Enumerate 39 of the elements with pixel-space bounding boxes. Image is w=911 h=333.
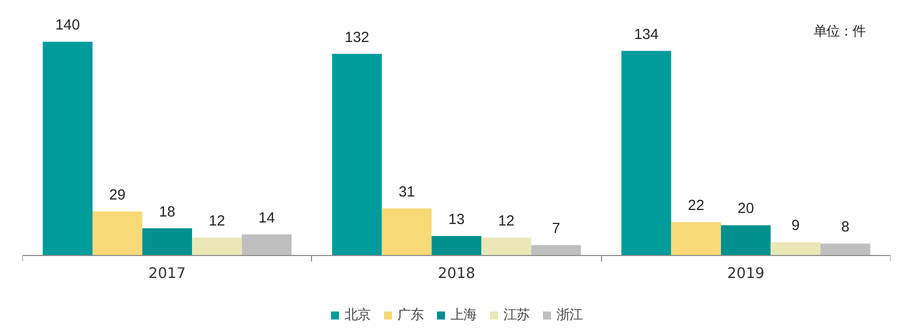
x-tick-label: 2018 — [438, 264, 476, 282]
bar — [142, 228, 192, 256]
bar — [720, 225, 771, 256]
data-label: 14 — [258, 210, 275, 226]
x-tick-label: 2017 — [148, 264, 186, 282]
bar — [192, 237, 242, 256]
bar — [820, 244, 870, 256]
data-label: 12 — [498, 213, 514, 230]
bar — [92, 211, 142, 256]
data-label: 22 — [688, 198, 704, 214]
bar — [242, 234, 292, 256]
legend-label: 上海 — [450, 306, 476, 324]
data-label: 134 — [634, 26, 659, 43]
data-label: 31 — [398, 184, 415, 200]
data-label: 140 — [55, 18, 80, 34]
data-label: 7 — [552, 221, 560, 238]
bar — [432, 236, 482, 256]
bar — [332, 54, 382, 256]
data-label: 18 — [159, 204, 176, 220]
data-label: 9 — [792, 218, 800, 234]
data-label: 8 — [841, 220, 850, 236]
data-label: 12 — [208, 213, 226, 230]
legend-label: 江苏 — [504, 306, 530, 324]
data-label: 132 — [344, 30, 370, 46]
bar — [621, 50, 672, 256]
bar — [481, 237, 532, 256]
bar — [770, 242, 820, 256]
data-label: 20 — [738, 201, 754, 218]
legend-label: 北京 — [344, 306, 370, 324]
bar — [42, 42, 93, 256]
x-tick-label: 2019 — [727, 264, 764, 282]
data-label: 29 — [109, 187, 126, 204]
bar — [382, 208, 432, 256]
legend-label: 浙江 — [556, 306, 582, 324]
text: 单位：件 — [814, 24, 866, 38]
bar — [531, 245, 581, 256]
data-label: 13 — [448, 212, 465, 228]
legend-label: 广东 — [398, 306, 424, 324]
bar — [671, 222, 721, 256]
